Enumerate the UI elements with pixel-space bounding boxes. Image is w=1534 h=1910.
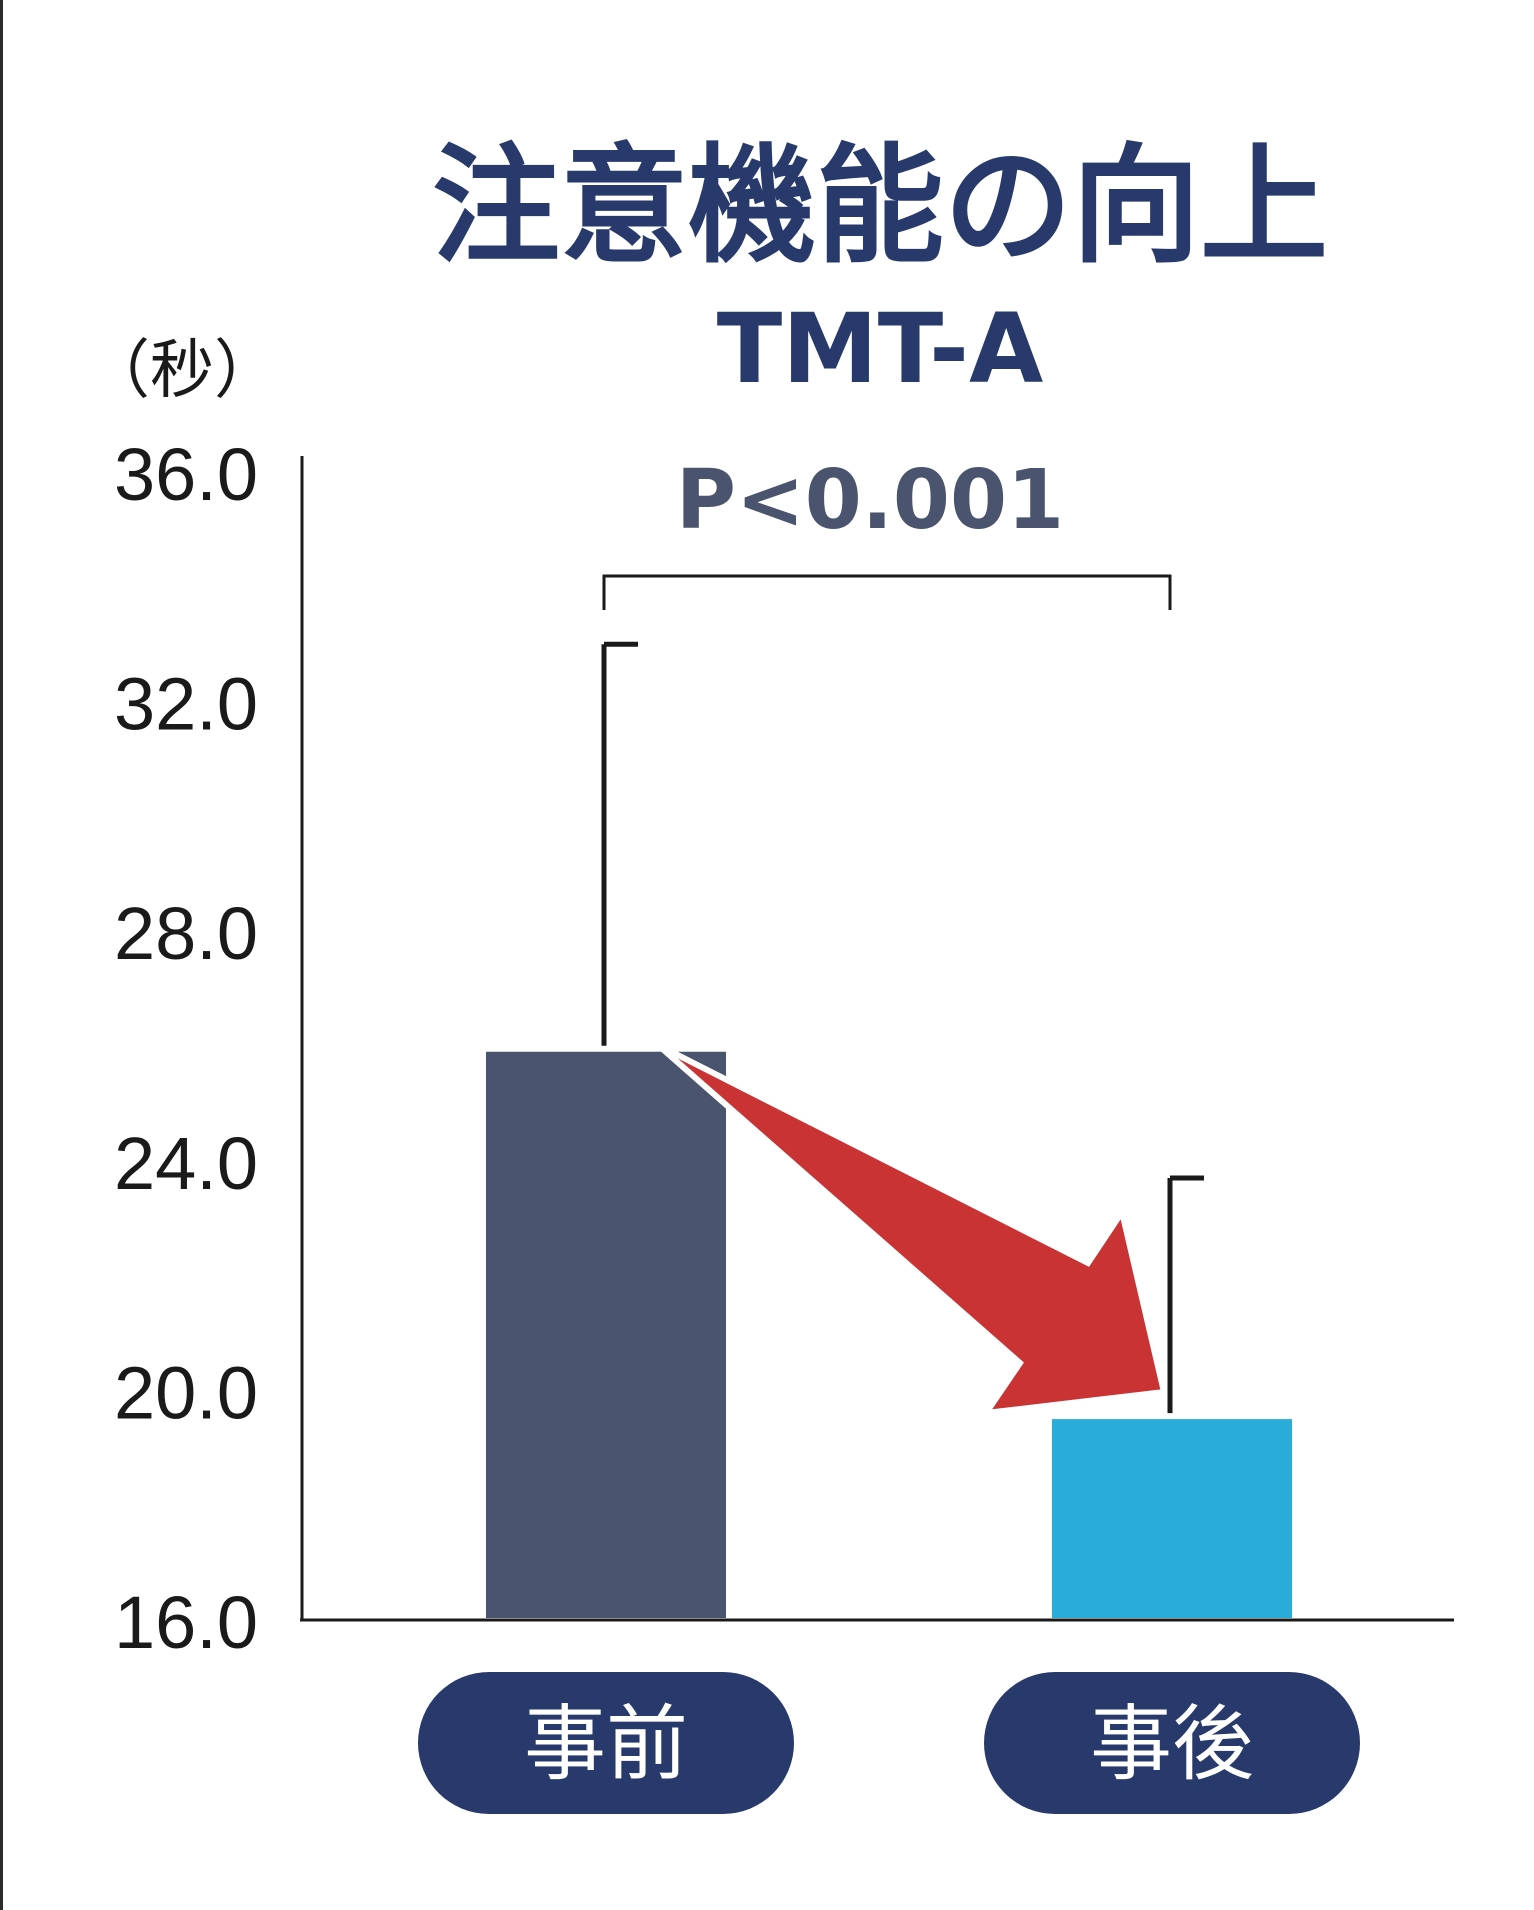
y-tick-label: 24.0 [114, 1122, 258, 1205]
y-tick-label: 36.0 [114, 433, 258, 516]
decrease-arrow [656, 1042, 1168, 1417]
bar-before [486, 1051, 726, 1618]
category-pill-after: 事後 [984, 1672, 1360, 1814]
category-label: 事前 [524, 1697, 688, 1792]
error-bar-before [601, 641, 638, 1046]
y-tick-label: 28.0 [114, 892, 258, 975]
significance-label: P<0.001 [676, 453, 1064, 548]
left-border [0, 0, 3, 1910]
error-bar-after [1167, 1175, 1204, 1414]
y-tick-label: 16.0 [114, 1581, 258, 1664]
chart-title: 注意機能の向上 [432, 132, 1328, 281]
y-axis-unit-label: （秒） [86, 334, 278, 408]
y-tick-labels: 36.0 32.0 28.0 24.0 20.0 16.0 [114, 433, 258, 1664]
chart-subtitle: TMT-A [717, 293, 1044, 405]
category-pill-before: 事前 [418, 1672, 794, 1814]
bar-after [1052, 1419, 1292, 1618]
significance-bracket [602, 574, 1172, 610]
y-tick-label: 32.0 [114, 663, 258, 746]
category-label: 事後 [1090, 1697, 1254, 1792]
y-tick-label: 20.0 [114, 1351, 258, 1434]
